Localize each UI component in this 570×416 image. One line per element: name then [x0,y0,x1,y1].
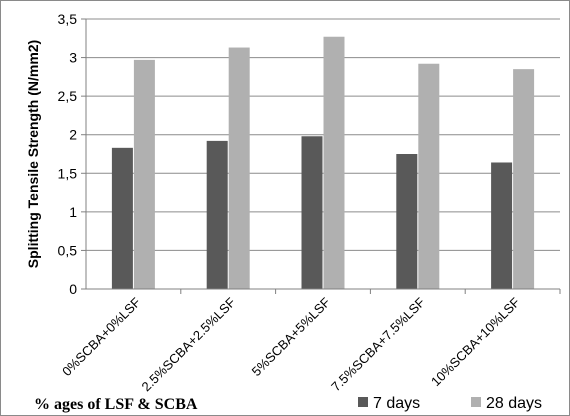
legend-label: 28 days [486,395,542,412]
y-tick-label: 1 [69,204,77,220]
legend-swatch [358,397,368,407]
y-tick-label: 2,5 [58,88,78,104]
bar-7-days [491,162,513,289]
bar-28-days [418,63,440,289]
x-tick-label: 7.5%SCBA+7.5%LSF [328,294,428,394]
legend-label: 7 days [373,395,420,412]
x-axis-title: % ages of LSF & SCBA [34,396,198,413]
bar-28-days [133,59,155,290]
y-axis-title: Splitting Tensile Strength (N/mm2) [25,40,41,268]
bar-7-days [396,154,418,289]
bar-28-days [513,69,535,290]
bar-28-days [323,36,345,289]
y-tick-label: 2 [69,127,77,143]
y-tick-label: 1,5 [58,165,78,181]
y-tick-label: 3,5 [58,11,78,27]
legend: 7 days 28 days [358,395,542,412]
y-tick-label: 3 [69,50,77,66]
x-tick-label: 5%SCBA+5%LSF [249,294,333,378]
bar-7-days [206,140,228,289]
x-tick-label: 2.5%SCBA+2.5%LSF [139,294,239,394]
gridlines [81,18,560,290]
y-tick-label: 0,5 [58,242,78,258]
bar-28-days [228,47,250,289]
y-tick-label: 0 [69,281,77,297]
legend-swatch [471,397,481,407]
x-tick-label: 10%SCBA+10%LSF [428,294,523,389]
bars [111,36,561,294]
bar-7-days [111,147,133,289]
x-tick-label: 0%SCBA+0%LSF [59,294,143,378]
y-tick-labels: 0 0,5 1 1,5 2 2,5 3 3,5 [58,11,78,297]
bar-7-days [301,136,323,289]
